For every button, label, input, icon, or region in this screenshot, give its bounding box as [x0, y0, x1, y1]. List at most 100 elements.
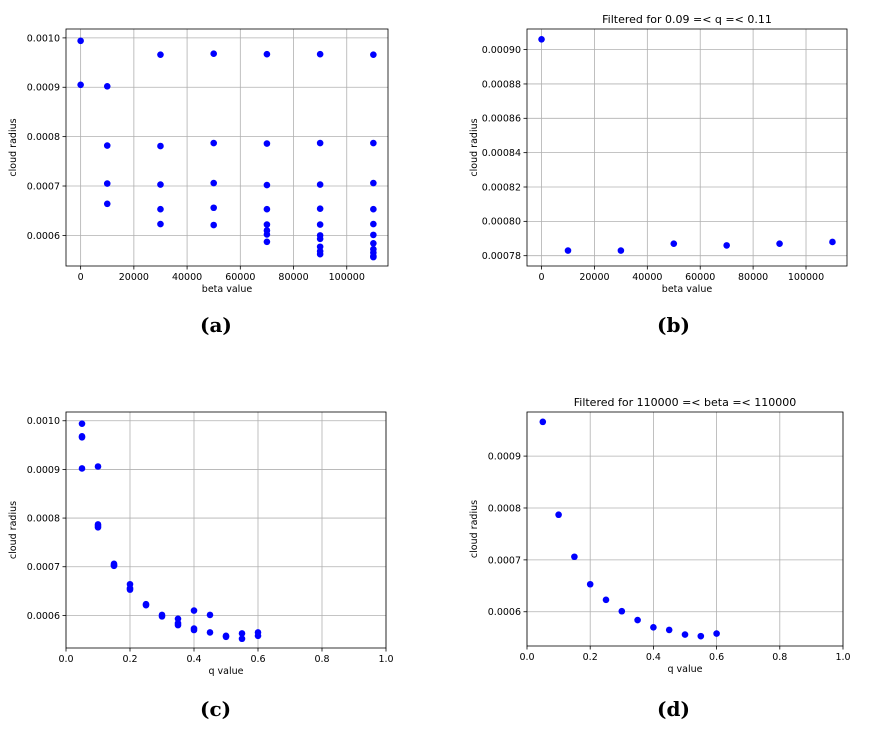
y-tick-label: 0.00086 — [482, 114, 521, 125]
data-point — [555, 511, 562, 519]
data-point — [370, 205, 377, 213]
data-point — [157, 205, 164, 213]
y-tick-label: 0.0008 — [488, 503, 521, 514]
data-point — [157, 181, 164, 188]
caption-a: (a) — [200, 313, 232, 337]
data-point — [370, 51, 377, 58]
x-tick-label: 20000 — [119, 272, 149, 283]
data-point — [539, 418, 547, 426]
data-point — [210, 204, 217, 212]
y-tick-label: 0.0006 — [27, 611, 60, 622]
chart-title: Filtered for 0.09 =< q =< 0.11 — [602, 13, 772, 26]
chart-c: 0.0 0.2 0.4 0.6 0.8 1.0 0.0006 0.0007 0.0008 0.00… — [8, 411, 394, 677]
y-axis-label: cloud radius — [8, 501, 19, 559]
data-point — [370, 231, 377, 239]
data-point — [222, 633, 230, 641]
data-point — [618, 607, 626, 615]
x-axis-label: q value — [668, 664, 703, 675]
x-tick-label: 0.4 — [646, 652, 661, 663]
y-tick-label: 0.0006 — [488, 607, 521, 618]
data-point — [829, 238, 836, 246]
y-tick-label: 0.0010 — [27, 416, 60, 427]
data-point — [157, 51, 164, 58]
data-point — [103, 180, 111, 187]
x-tick-label: 0.6 — [250, 654, 265, 665]
data-point — [538, 36, 545, 43]
data-point — [776, 240, 783, 247]
x-tick-label: 0.0 — [58, 654, 73, 665]
chart-d: 0.0 0.2 0.4 0.6 0.8 1.0 0.0006 0.0007 0.0008 0.00… — [469, 396, 851, 675]
x-tick-label: 40000 — [632, 272, 662, 283]
y-tick-label: 0.0007 — [488, 555, 521, 566]
y-tick-label: 0.00080 — [482, 217, 521, 228]
data-point — [370, 179, 377, 187]
data-point — [206, 629, 214, 636]
y-tick-label: 0.00084 — [482, 148, 521, 159]
y-tick-label: 0.0008 — [27, 513, 60, 524]
x-tick-label: 60000 — [225, 272, 255, 283]
chart-b: 0 20000 40000 60000 80000 100000 0.00078 0.0008… — [469, 13, 848, 295]
y-axis-label: cloud radius — [469, 118, 480, 176]
x-tick-label: 0 — [78, 272, 84, 283]
data-point — [238, 635, 246, 643]
y-tick-label: 0.00088 — [482, 79, 521, 90]
x-tick-label: 80000 — [278, 272, 308, 283]
y-tick-label: 0.00078 — [482, 251, 521, 262]
plot-frame — [526, 411, 844, 647]
data-point — [94, 463, 102, 470]
x-tick-label: 60000 — [685, 272, 715, 283]
data-point — [103, 82, 111, 90]
data-point — [263, 231, 271, 238]
plot-frame — [65, 28, 389, 267]
data-point — [316, 50, 324, 58]
data-point — [263, 238, 271, 246]
y-tick-label: 0.0007 — [27, 181, 60, 192]
data-point — [190, 607, 198, 614]
data-point — [94, 524, 102, 531]
data-point — [210, 179, 217, 187]
data-point — [190, 626, 198, 634]
data-point — [564, 247, 572, 254]
x-tick-label: 1.0 — [835, 652, 850, 663]
data-point — [238, 630, 246, 637]
data-point — [103, 142, 111, 149]
data-point — [78, 465, 86, 472]
data-point — [158, 613, 166, 620]
data-point — [254, 632, 262, 640]
y-tick-label: 0.00082 — [482, 182, 521, 193]
data-point — [723, 242, 730, 249]
data-point — [665, 626, 673, 634]
x-tick-label: 0.8 — [314, 654, 329, 665]
data-point — [370, 239, 377, 247]
x-axis-label: beta value — [202, 284, 253, 295]
x-axis-label: beta value — [662, 284, 713, 295]
data-point — [103, 200, 111, 208]
chart-title: Filtered for 110000 =< beta =< 110000 — [574, 396, 797, 409]
data-point — [263, 181, 271, 189]
y-tick-label: 0.0008 — [27, 132, 60, 143]
x-tick-label: 80000 — [738, 272, 768, 283]
data-point — [571, 553, 578, 561]
plot-frame — [65, 411, 387, 649]
data-point — [78, 420, 86, 427]
data-point — [617, 247, 625, 254]
data-point — [713, 630, 720, 637]
data-point — [316, 139, 324, 147]
data-point — [602, 596, 610, 604]
data-point — [110, 562, 118, 570]
y-tick-label: 0.0007 — [27, 562, 60, 573]
data-point — [370, 220, 377, 228]
data-point — [78, 434, 86, 441]
data-point — [210, 221, 217, 229]
caption-c: (c) — [200, 697, 232, 721]
y-tick-label: 0.0010 — [27, 33, 60, 44]
chart-a: 0 20000 40000 60000 80000 100000 0.0006 0.0007 0… — [8, 28, 389, 295]
data-point — [263, 221, 271, 228]
data-point — [142, 601, 150, 609]
data-point — [263, 50, 271, 58]
data-point — [126, 586, 134, 593]
x-tick-label: 100000 — [329, 272, 365, 283]
data-point — [697, 632, 705, 640]
plot-frame — [526, 28, 848, 267]
caption-d: (d) — [657, 697, 690, 721]
